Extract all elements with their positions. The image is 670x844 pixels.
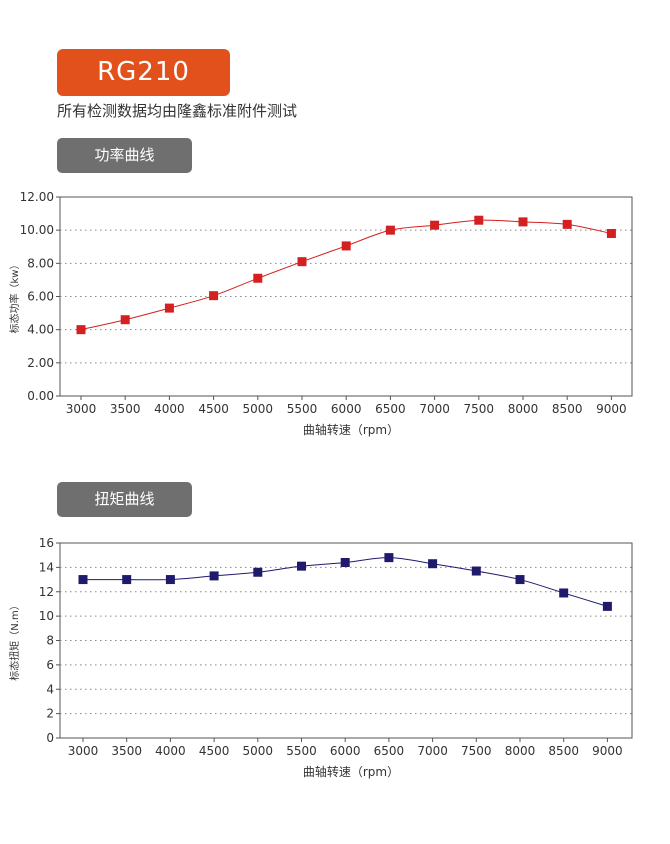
x-tick-label: 8000 bbox=[505, 744, 536, 758]
data-point bbox=[76, 325, 86, 335]
x-tick-label: 5000 bbox=[243, 402, 274, 416]
data-point bbox=[430, 220, 440, 230]
x-tick-label: 8000 bbox=[508, 402, 539, 416]
y-tick-label: 8 bbox=[46, 634, 54, 648]
x-tick-label: 4500 bbox=[199, 744, 230, 758]
data-point bbox=[122, 575, 132, 585]
x-axis-label: 曲轴转速（rpm） bbox=[303, 422, 399, 437]
y-tick-label: 4.00 bbox=[27, 323, 54, 337]
x-axis-label: 曲轴转速（rpm） bbox=[303, 764, 399, 779]
data-point bbox=[209, 291, 219, 301]
x-tick-label: 9000 bbox=[596, 402, 627, 416]
x-tick-label: 4000 bbox=[155, 744, 186, 758]
x-tick-label: 8500 bbox=[548, 744, 579, 758]
data-point bbox=[602, 601, 612, 611]
x-tick-label: 3000 bbox=[68, 744, 99, 758]
x-tick-label: 7000 bbox=[419, 402, 450, 416]
data-point bbox=[559, 588, 569, 598]
series-line bbox=[80, 219, 612, 331]
y-tick-label: 6 bbox=[46, 658, 54, 672]
data-point bbox=[297, 561, 306, 571]
y-tick-label: 12 bbox=[39, 585, 54, 599]
x-tick-label: 6000 bbox=[330, 744, 361, 758]
x-tick-label: 6500 bbox=[375, 402, 406, 416]
y-tick-label: 6.00 bbox=[27, 290, 54, 304]
data-point bbox=[78, 575, 88, 585]
x-tick-label: 9000 bbox=[592, 744, 623, 758]
y-tick-label: 0.00 bbox=[27, 389, 54, 403]
x-tick-label: 6000 bbox=[331, 402, 362, 416]
data-point bbox=[341, 241, 351, 251]
tab-power-curve: 功率曲线 bbox=[57, 138, 192, 173]
y-tick-label: 14 bbox=[39, 560, 54, 574]
y-tick-label: 10.00 bbox=[20, 223, 54, 237]
data-point bbox=[385, 225, 395, 235]
data-point bbox=[253, 567, 263, 577]
data-point bbox=[253, 273, 263, 283]
x-tick-label: 7500 bbox=[464, 402, 495, 416]
power-chart: 0.00 2.00 4.00 6.00 8.00 10.00 12.00 3000 3500 40… bbox=[8, 190, 633, 437]
data-point bbox=[384, 553, 394, 563]
x-tick-label: 5000 bbox=[243, 744, 274, 758]
x-tick-label: 3500 bbox=[111, 744, 142, 758]
data-point bbox=[120, 315, 130, 325]
tab-torque-curve: 扭矩曲线 bbox=[57, 482, 192, 517]
torque-chart: 0 2 4 6 8 10 12 14 16 3000 3500 4000 4500 5000 5500 600… bbox=[8, 536, 633, 779]
x-tick-label: 4500 bbox=[198, 402, 229, 416]
x-tick-label: 6500 bbox=[374, 744, 405, 758]
y-tick-label: 2 bbox=[46, 707, 54, 721]
data-point bbox=[164, 303, 174, 313]
data-point bbox=[209, 571, 219, 581]
x-tick-label: 8500 bbox=[552, 402, 583, 416]
x-tick-label: 7500 bbox=[461, 744, 492, 758]
x-tick-label: 5500 bbox=[287, 402, 318, 416]
y-axis-label: 标态功率（kw） bbox=[8, 260, 21, 334]
x-tick-label: 3000 bbox=[66, 402, 97, 416]
data-point bbox=[471, 566, 481, 576]
data-point bbox=[515, 575, 525, 585]
data-point bbox=[165, 575, 175, 585]
y-tick-label: 4 bbox=[46, 682, 54, 696]
data-point bbox=[606, 228, 616, 238]
y-axis-label: 标态扭矩（N.m） bbox=[8, 600, 21, 680]
y-tick-label: 0 bbox=[46, 731, 54, 745]
data-point bbox=[562, 219, 572, 229]
y-tick-label: 16 bbox=[39, 536, 54, 550]
y-tick-label: 12.00 bbox=[20, 190, 54, 204]
data-point bbox=[474, 215, 484, 225]
x-tick-label: 3500 bbox=[110, 402, 141, 416]
data-point bbox=[297, 257, 307, 267]
model-badge: RG210 bbox=[57, 49, 230, 96]
x-tick-label: 5500 bbox=[286, 744, 317, 758]
data-point bbox=[428, 559, 438, 569]
data-point bbox=[340, 558, 350, 567]
y-tick-label: 2.00 bbox=[27, 356, 54, 370]
y-tick-label: 8.00 bbox=[27, 256, 54, 270]
y-tick-label: 10 bbox=[39, 609, 54, 623]
x-tick-label: 4000 bbox=[154, 402, 185, 416]
page-subtitle: 所有检测数据均由隆鑫标准附件测试 bbox=[57, 102, 298, 120]
x-tick-label: 7000 bbox=[417, 744, 448, 758]
data-point bbox=[518, 217, 528, 227]
